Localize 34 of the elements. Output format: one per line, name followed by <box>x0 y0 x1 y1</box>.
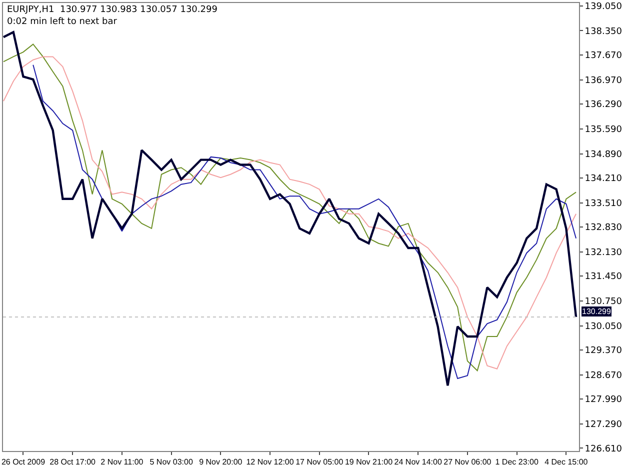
x-tick-label: 27 Nov 06:00 <box>444 458 492 467</box>
annotation: EURJPY,H1 130.977 130.983 130.057 130.299 <box>7 5 218 15</box>
ref-line-label: 130.299 <box>582 307 612 316</box>
x-tick-label: 2 Nov 11:00 <box>100 458 144 467</box>
x-tick-label: 19 Nov 21:00 <box>344 458 394 467</box>
y-tick-label: 132.830 <box>584 223 622 234</box>
y-tick-label: 127.990 <box>584 395 622 406</box>
x-tick-label: 4 Dec 15:00 <box>544 458 588 467</box>
x-tick-label: 17 Nov 05:00 <box>296 458 344 467</box>
y-tick-label: 136.970 <box>584 76 622 86</box>
y-tick-label: 131.450 <box>584 272 622 282</box>
x-tick-label: 26 Oct 2009 <box>1 458 46 467</box>
x-tick-label: 5 Nov 03:00 <box>150 458 194 467</box>
y-tick-label: 128.670 <box>584 371 622 382</box>
x-tick-label: 28 Oct 17:00 <box>50 458 96 467</box>
x-tick-label: 9 Nov 20:00 <box>199 458 243 467</box>
y-tick-label: 135.590 <box>584 125 622 136</box>
y-tick-label: 132.130 <box>584 248 622 258</box>
x-tick-label: 12 Nov 12:00 <box>246 458 294 467</box>
y-tick-label: 139.050 <box>584 2 622 12</box>
annotation: 0:02 min left to next bar <box>7 17 118 27</box>
y-tick-label: 126.610 <box>584 444 622 454</box>
y-tick-label: 137.670 <box>584 51 622 62</box>
y-tick-label: 138.350 <box>584 26 622 37</box>
y-tick-label: 127.290 <box>584 420 622 430</box>
x-tick-label: 24 Nov 14:00 <box>394 458 442 467</box>
y-tick-label: 134.890 <box>584 150 622 160</box>
y-tick-label: 129.370 <box>584 346 622 356</box>
y-tick-label: 136.290 <box>584 100 622 110</box>
x-tick-label: 1 Dec 23:00 <box>495 458 539 467</box>
y-tick-label: 133.510 <box>584 198 622 209</box>
y-tick-label: 134.210 <box>584 174 622 184</box>
y-tick-label: 130.750 <box>584 297 622 308</box>
y-tick-label: 130.050 <box>584 322 622 332</box>
